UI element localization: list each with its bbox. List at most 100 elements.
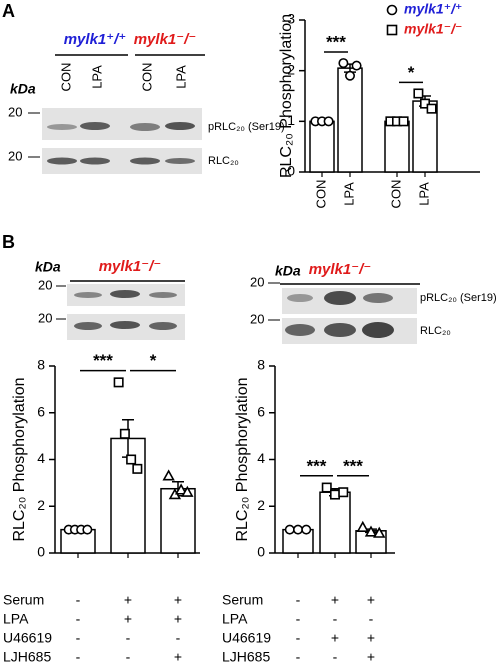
data-point: [83, 525, 91, 533]
treatment-label: LJH685: [222, 649, 270, 665]
treatment-sign: -: [333, 611, 338, 627]
legend-marker: [388, 6, 397, 15]
data-point: [414, 89, 422, 97]
y-tick-label: 6: [257, 403, 265, 419]
lane-label: CON: [139, 63, 154, 92]
blot-row-label: RLC₂₀: [420, 325, 451, 337]
data-point: [164, 471, 174, 480]
treatment-sign: -: [296, 649, 301, 665]
data-point: [302, 525, 310, 533]
y-tick-label: 0: [37, 544, 45, 560]
treatment-sign: +: [367, 592, 375, 608]
treatment-sign: +: [124, 611, 132, 627]
y-tick-label: 6: [37, 403, 45, 419]
bar: [320, 492, 350, 553]
bar: [310, 121, 334, 172]
blot-group-title: mylk1⁺/⁺: [64, 31, 127, 48]
blot-unit: kDa: [275, 263, 301, 279]
treatment-sign: +: [174, 592, 182, 608]
treatment-sign: -: [76, 649, 81, 665]
y-axis-title: RLC₂₀ Phosphorylation: [278, 14, 295, 178]
treatment-sign: -: [333, 649, 338, 665]
treatment-sign: +: [367, 630, 375, 646]
significance-label: *: [150, 351, 157, 370]
treatment-label: LPA: [3, 611, 29, 627]
lane-label: LPA: [173, 65, 188, 89]
data-point: [339, 488, 347, 496]
treatment-sign: -: [76, 611, 81, 627]
blot-unit: kDa: [10, 81, 36, 97]
data-point: [286, 525, 294, 533]
blot-marker: 20: [8, 148, 22, 163]
lane-label: CON: [58, 63, 73, 92]
blot-image: [282, 288, 417, 344]
treatment-sign: +: [367, 649, 375, 665]
treatment-sign: -: [296, 630, 301, 646]
treatment-sign: +: [174, 649, 182, 665]
legend-label: mylk1⁻/⁻: [404, 21, 462, 37]
x-tick-label: CON: [313, 180, 328, 209]
bar: [385, 121, 409, 172]
blot-marker: 20: [38, 310, 52, 325]
blot-group-title: mylk1⁻/⁻: [134, 31, 197, 48]
blot-marker: 20: [38, 277, 52, 292]
y-axis-title: RLC₂₀ Phosphorylation: [11, 377, 28, 541]
y-tick-label: 0: [257, 544, 265, 560]
blot-marker: 20: [8, 104, 22, 119]
legend-label: mylk1⁺/⁺: [404, 1, 462, 17]
treatment-sign: -: [126, 630, 131, 646]
blot-unit: kDa: [35, 259, 61, 275]
x-tick-label: CON: [388, 180, 403, 209]
treatment-label: Serum: [3, 592, 44, 608]
treatment-label: LJH685: [3, 649, 51, 665]
blot-row-label: RLC₂₀: [208, 155, 239, 167]
panel-label: B: [2, 232, 15, 252]
blot-group-title: mylk1⁻/⁻: [309, 261, 372, 278]
data-point: [294, 525, 302, 533]
blot-image: [42, 108, 202, 174]
blot-marker: 20: [250, 274, 264, 289]
lane-label: LPA: [89, 65, 104, 89]
data-point: [331, 490, 339, 498]
data-point: [346, 72, 354, 80]
data-point: [399, 117, 407, 125]
treatment-sign: -: [76, 630, 81, 646]
bar: [338, 68, 362, 172]
treatment-label: U46619: [3, 630, 52, 646]
blot-group-title: mylk1⁻/⁻: [99, 258, 162, 275]
x-tick-label: LPA: [416, 182, 431, 206]
x-tick-label: LPA: [341, 182, 356, 206]
significance-label: ***: [307, 456, 327, 475]
panel-label: A: [2, 1, 15, 21]
data-point: [324, 117, 332, 125]
treatment-sign: -: [176, 630, 181, 646]
treatment-sign: -: [369, 611, 374, 627]
significance-label: *: [408, 63, 415, 82]
data-point: [358, 522, 368, 531]
data-point: [133, 465, 141, 473]
blot-row-label: pRLC₂₀ (Ser19): [420, 292, 497, 304]
legend-marker: [388, 26, 397, 35]
significance-label: ***: [93, 351, 113, 370]
data-point: [121, 430, 129, 438]
y-axis-title: RLC₂₀ Phosphorylation: [234, 377, 251, 541]
treatment-sign: -: [296, 592, 301, 608]
significance-label: ***: [326, 33, 346, 52]
y-tick-label: 2: [257, 497, 265, 513]
y-tick-label: 8: [257, 357, 265, 373]
significance-label: ***: [343, 456, 363, 475]
treatment-sign: -: [296, 611, 301, 627]
treatment-sign: -: [126, 649, 131, 665]
blot-row-label: pRLC₂₀ (Ser19): [208, 121, 285, 133]
treatment-sign: +: [124, 592, 132, 608]
y-tick-label: 8: [37, 357, 45, 373]
y-tick-label: 2: [37, 497, 45, 513]
treatment-label: Serum: [222, 592, 263, 608]
data-point: [339, 59, 347, 67]
treatment-label: LPA: [222, 611, 248, 627]
treatment-label: U46619: [222, 630, 271, 646]
data-point: [427, 104, 435, 112]
y-tick-label: 4: [257, 450, 265, 466]
